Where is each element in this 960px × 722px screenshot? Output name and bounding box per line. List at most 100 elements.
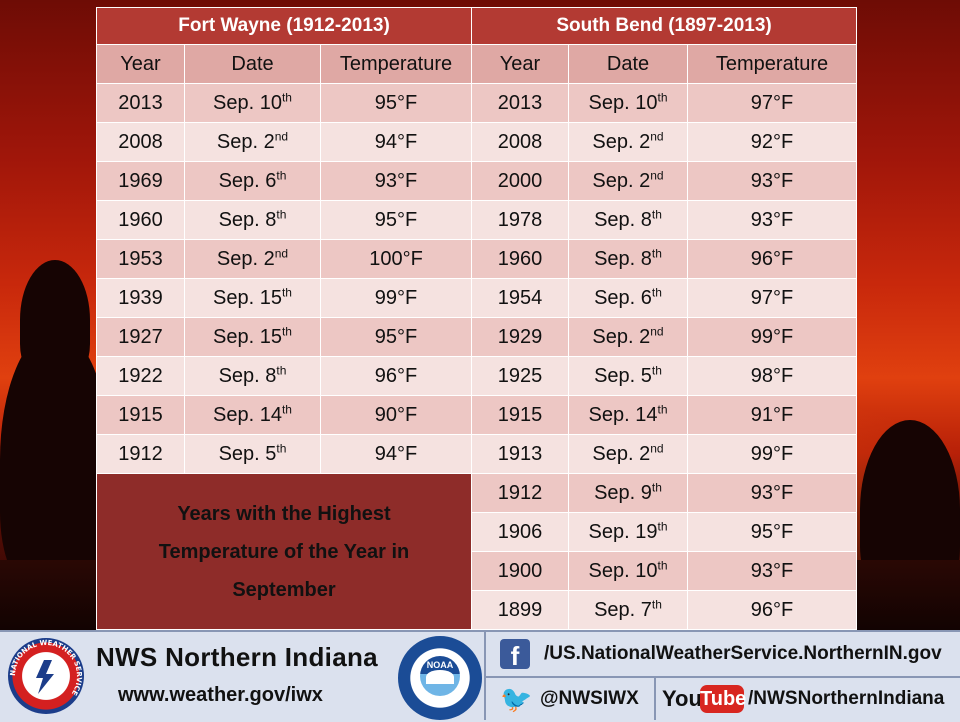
youtube-icon[interactable]: You Tube [662, 683, 746, 715]
facebook-link[interactable]: /US.NationalWeatherService.NorthernIN.go… [544, 643, 942, 664]
sb-date-cell: Sep. 5th [568, 356, 689, 396]
caption-line: Temperature of the Year in [158, 540, 410, 563]
sb-temp-cell: 95°F [687, 512, 858, 552]
fort-wayne-header: Fort Wayne (1912-2013) [95, 7, 473, 45]
noaa-seal-label: NOAA [426, 660, 454, 670]
fw-date-cell: Sep. 2nd [184, 122, 321, 162]
fw-date-cell: Sep. 15th [184, 278, 321, 318]
date-ordinal-suffix: th [281, 401, 292, 416]
sb-year-cell: 2013 [471, 83, 570, 123]
lightning-bolt-icon [36, 660, 54, 694]
fw-year-cell: 1927 [96, 317, 185, 357]
fw-date-cell: Sep. 14th [184, 395, 321, 435]
nws-seal-graphic: NATIONAL WEATHER SERVICE [9, 639, 83, 697]
table-row: 1900 Sep. 10th 93°F [97, 551, 858, 591]
date-ordinal-suffix: th [657, 557, 668, 572]
sb-year-cell: 1915 [471, 395, 570, 435]
sb-date-cell: Sep. 2nd [568, 161, 689, 201]
fw-temp-cell: 95°F [319, 200, 473, 240]
sb-year-cell: 1899 [471, 590, 570, 630]
date-ordinal-suffix: th [651, 479, 662, 494]
sb-col-date: Date [568, 44, 689, 84]
footer-branding: NATIONAL WEATHER SERVICE NWS Northern In… [0, 632, 482, 720]
fw-year-cell: 1960 [96, 200, 185, 240]
facebook-icon[interactable]: f [500, 639, 530, 671]
date-ordinal-suffix: th [276, 206, 287, 221]
date-ordinal-suffix: nd [274, 128, 289, 143]
date-text: Sep. 8 [218, 208, 277, 231]
sb-year-cell: 1954 [471, 278, 570, 318]
sb-temp-cell: 99°F [687, 317, 858, 357]
fw-date-cell: Sep. 15th [184, 317, 321, 357]
twitter-link[interactable]: @NWSIWX [540, 688, 639, 709]
date-text: Sep. 15 [213, 325, 282, 348]
fw-year-cell: 1953 [96, 239, 185, 279]
twitter-row[interactable]: 🐦 @NWSIWX [486, 678, 656, 720]
date-text: Sep. 2 [592, 442, 651, 465]
sb-year-cell: 1913 [471, 434, 570, 474]
fw-temp-cell: 95°F [319, 83, 473, 123]
office-title: NWS Northern Indiana [96, 642, 378, 672]
date-text: Sep. 15 [213, 286, 282, 309]
sb-year-cell: 2008 [471, 122, 570, 162]
table-row: 1953 Sep. 2nd 100°F 1960 Sep. 8th 96°F [96, 239, 858, 279]
date-ordinal-suffix: th [651, 206, 662, 221]
sb-date-cell: Sep. 14th [568, 395, 689, 435]
sb-year-cell: 1929 [471, 317, 570, 357]
sb-date-cell: Sep. 9th [568, 473, 689, 513]
table-row: 2008 Sep. 2nd 94°F 2008 Sep. 2nd 92°F [96, 122, 858, 162]
sb-year-cell: 1960 [471, 239, 570, 279]
date-text: Sep. 14 [588, 403, 658, 426]
table-row: 1912 Sep. 5th 94°F 1913 Sep. 2nd 99°F [96, 434, 858, 474]
date-ordinal-suffix: th [281, 284, 292, 299]
date-ordinal-suffix: th [276, 362, 287, 377]
date-text: Sep. 8 [594, 208, 652, 231]
footer-social: f /US.NationalWeatherService.NorthernIN.… [484, 632, 960, 720]
fw-temp-cell: 93°F [319, 161, 473, 201]
facebook-row[interactable]: f /US.NationalWeatherService.NorthernIN.… [486, 632, 960, 678]
date-ordinal-suffix: nd [650, 167, 664, 182]
date-text: Sep. 6 [594, 286, 652, 309]
fw-date-cell: Sep. 8th [184, 356, 321, 396]
sb-year-cell: 1906 [471, 512, 570, 552]
fw-year-cell: 1915 [96, 395, 185, 435]
fw-temp-cell: 100°F [319, 239, 473, 279]
youtube-logo-tube: Tube [700, 685, 746, 713]
sb-date-cell: Sep. 7th [568, 590, 689, 630]
date-text: Sep. 8 [594, 247, 652, 270]
date-text: Sep. 9 [594, 481, 652, 504]
date-ordinal-suffix: th [281, 89, 292, 104]
table-row: 1915 Sep. 14th 90°F 1915 Sep. 14th 91°F [96, 395, 858, 435]
tree-silhouette [20, 260, 90, 380]
youtube-link[interactable]: /NWSNorthernIndiana [748, 688, 945, 709]
sb-col-year: Year [471, 44, 570, 84]
sb-date-cell: Sep. 2nd [568, 434, 689, 474]
table-row: 1927 Sep. 15th 95°F 1929 Sep. 2nd 99°F [96, 317, 858, 357]
fw-temp-cell: 96°F [319, 356, 473, 396]
fw-date-cell: Sep. 10th [184, 83, 321, 123]
sb-date-cell: Sep. 2nd [568, 317, 689, 357]
table-row: 1906 Sep. 19th 95°F [97, 512, 858, 552]
sb-date-cell: Sep. 10th [568, 551, 689, 591]
sb-temp-cell: 92°F [687, 122, 858, 162]
date-ordinal-suffix: nd [650, 323, 664, 338]
noaa-wave-icon [426, 670, 454, 684]
fw-date-cell: Sep. 6th [184, 161, 321, 201]
sb-date-cell: Sep. 6th [568, 278, 689, 318]
fw-year-cell: 1939 [96, 278, 185, 318]
date-text: Sep. 7 [594, 598, 652, 621]
sb-date-cell: Sep. 2nd [568, 122, 689, 162]
fw-col-year: Year [96, 44, 185, 84]
date-text: Sep. 2 [216, 130, 275, 153]
youtube-row[interactable]: You Tube /NWSNorthernIndiana [656, 678, 960, 720]
twitter-icon[interactable]: 🐦 [500, 684, 533, 714]
date-text: Sep. 2 [592, 130, 651, 153]
table-row: Years with the Highest Temperature of the… [95, 473, 858, 630]
city-header-row: Fort Wayne (1912-2013) South Bend (1897-… [95, 7, 858, 45]
sb-temp-cell: 97°F [687, 83, 858, 123]
fw-temp-cell: 94°F [319, 434, 473, 474]
date-ordinal-suffix: th [657, 89, 668, 104]
date-text: Sep. 5 [594, 364, 652, 387]
office-url-link[interactable]: www.weather.gov/iwx [118, 684, 323, 706]
fw-temp-cell: 95°F [319, 317, 473, 357]
